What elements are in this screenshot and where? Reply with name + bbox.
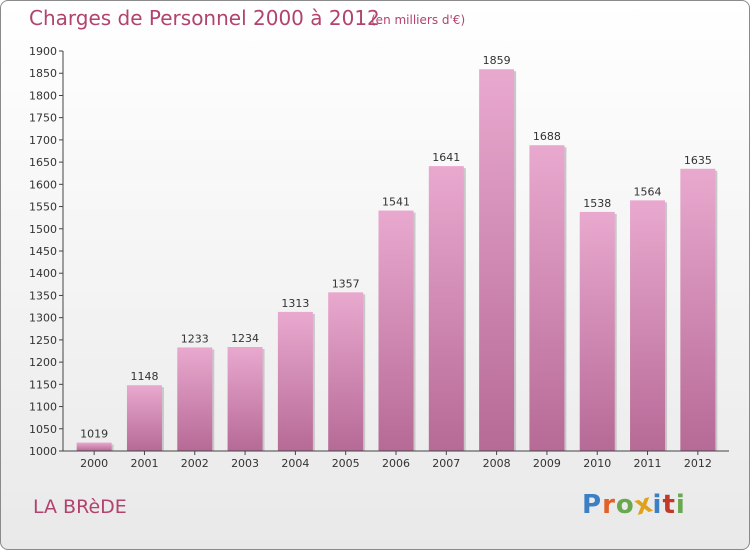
logo-letter: o — [615, 490, 635, 520]
bar-value-label: 1019 — [80, 428, 108, 441]
y-tick-label: 1450 — [29, 245, 57, 258]
bar — [630, 200, 666, 451]
y-tick-label: 1250 — [29, 334, 57, 347]
x-tick-label: 2000 — [80, 457, 108, 470]
logo-letter: i — [652, 490, 663, 520]
logo-letter: t — [662, 490, 676, 520]
bar-value-label: 1859 — [483, 54, 511, 67]
bar — [177, 347, 213, 451]
proxiti-logo: Proxiti — [582, 488, 686, 522]
x-tick-label: 2003 — [231, 457, 259, 470]
bar — [579, 211, 615, 451]
bar — [126, 385, 162, 451]
y-tick-label: 1000 — [29, 445, 57, 458]
y-tick-label: 1900 — [29, 45, 57, 58]
y-tick-label: 1350 — [29, 289, 57, 302]
bar-value-label: 1635 — [684, 154, 712, 167]
y-tick-label: 1800 — [29, 89, 57, 102]
logo-letter: P — [582, 490, 603, 520]
y-axis-ticks: 1000 1050 1100 1150 1200 1250 1300 1350 1400 1450… — [29, 45, 64, 458]
bar — [428, 166, 464, 451]
data-labels: 1019 1148 1233 1234 1313 1357 1541 1641 1859 1688… — [80, 54, 712, 440]
bar — [328, 292, 364, 451]
bar-value-label: 1564 — [634, 185, 662, 198]
chart-subtitle: (en milliers d'€) — [371, 13, 466, 27]
x-axis: 2000 2001 2002 2003 2004 2005 2006 2007 2008 2009… — [63, 450, 729, 470]
logo-letter: i — [675, 490, 686, 520]
x-tick-label: 2008 — [483, 457, 511, 470]
y-tick-label: 1700 — [29, 134, 57, 147]
y-tick-label: 1750 — [29, 112, 57, 125]
bar-value-label: 1357 — [332, 277, 360, 290]
bar-value-label: 1641 — [432, 151, 460, 164]
bar — [479, 69, 515, 451]
y-tick-label: 1400 — [29, 267, 57, 280]
x-tick-label: 2005 — [332, 457, 360, 470]
bar — [227, 347, 263, 451]
y-tick-label: 1050 — [29, 423, 57, 436]
y-tick-label: 1150 — [29, 378, 57, 391]
y-tick-label: 1600 — [29, 178, 57, 191]
logo-letter: r — [602, 490, 616, 520]
x-tick-label: 2011 — [634, 457, 662, 470]
x-tick-label: 2007 — [432, 457, 460, 470]
x-tick-label: 2001 — [130, 457, 158, 470]
x-tick-label: 2002 — [181, 457, 209, 470]
x-tick-label: 2004 — [281, 457, 309, 470]
x-tick-label: 2012 — [684, 457, 712, 470]
y-tick-label: 1100 — [29, 401, 57, 414]
chart-title: Charges de Personnel 2000 à 2012 — [29, 6, 380, 30]
x-tick-label: 2010 — [583, 457, 611, 470]
bar — [529, 145, 565, 451]
bar-value-label: 1538 — [583, 197, 611, 210]
bar-value-label: 1541 — [382, 196, 410, 209]
bar — [277, 311, 313, 451]
y-tick-label: 1500 — [29, 223, 57, 236]
y-tick-label: 1850 — [29, 67, 57, 80]
x-tick-label: 2009 — [533, 457, 561, 470]
y-tick-label: 1650 — [29, 156, 57, 169]
y-tick-label: 1200 — [29, 356, 57, 369]
y-tick-label: 1550 — [29, 201, 57, 214]
bar — [76, 442, 112, 451]
bar-value-label: 1234 — [231, 332, 259, 345]
bar-value-label: 1148 — [130, 370, 158, 383]
bar-value-label: 1233 — [181, 332, 209, 345]
y-tick-label: 1300 — [29, 312, 57, 325]
bars — [76, 69, 718, 451]
bar-value-label: 1688 — [533, 130, 561, 143]
city-name: LA BRèDE — [33, 496, 127, 518]
bar-value-label: 1313 — [281, 297, 309, 310]
bar — [378, 210, 414, 451]
bar — [680, 168, 716, 451]
x-tick-label: 2006 — [382, 457, 410, 470]
